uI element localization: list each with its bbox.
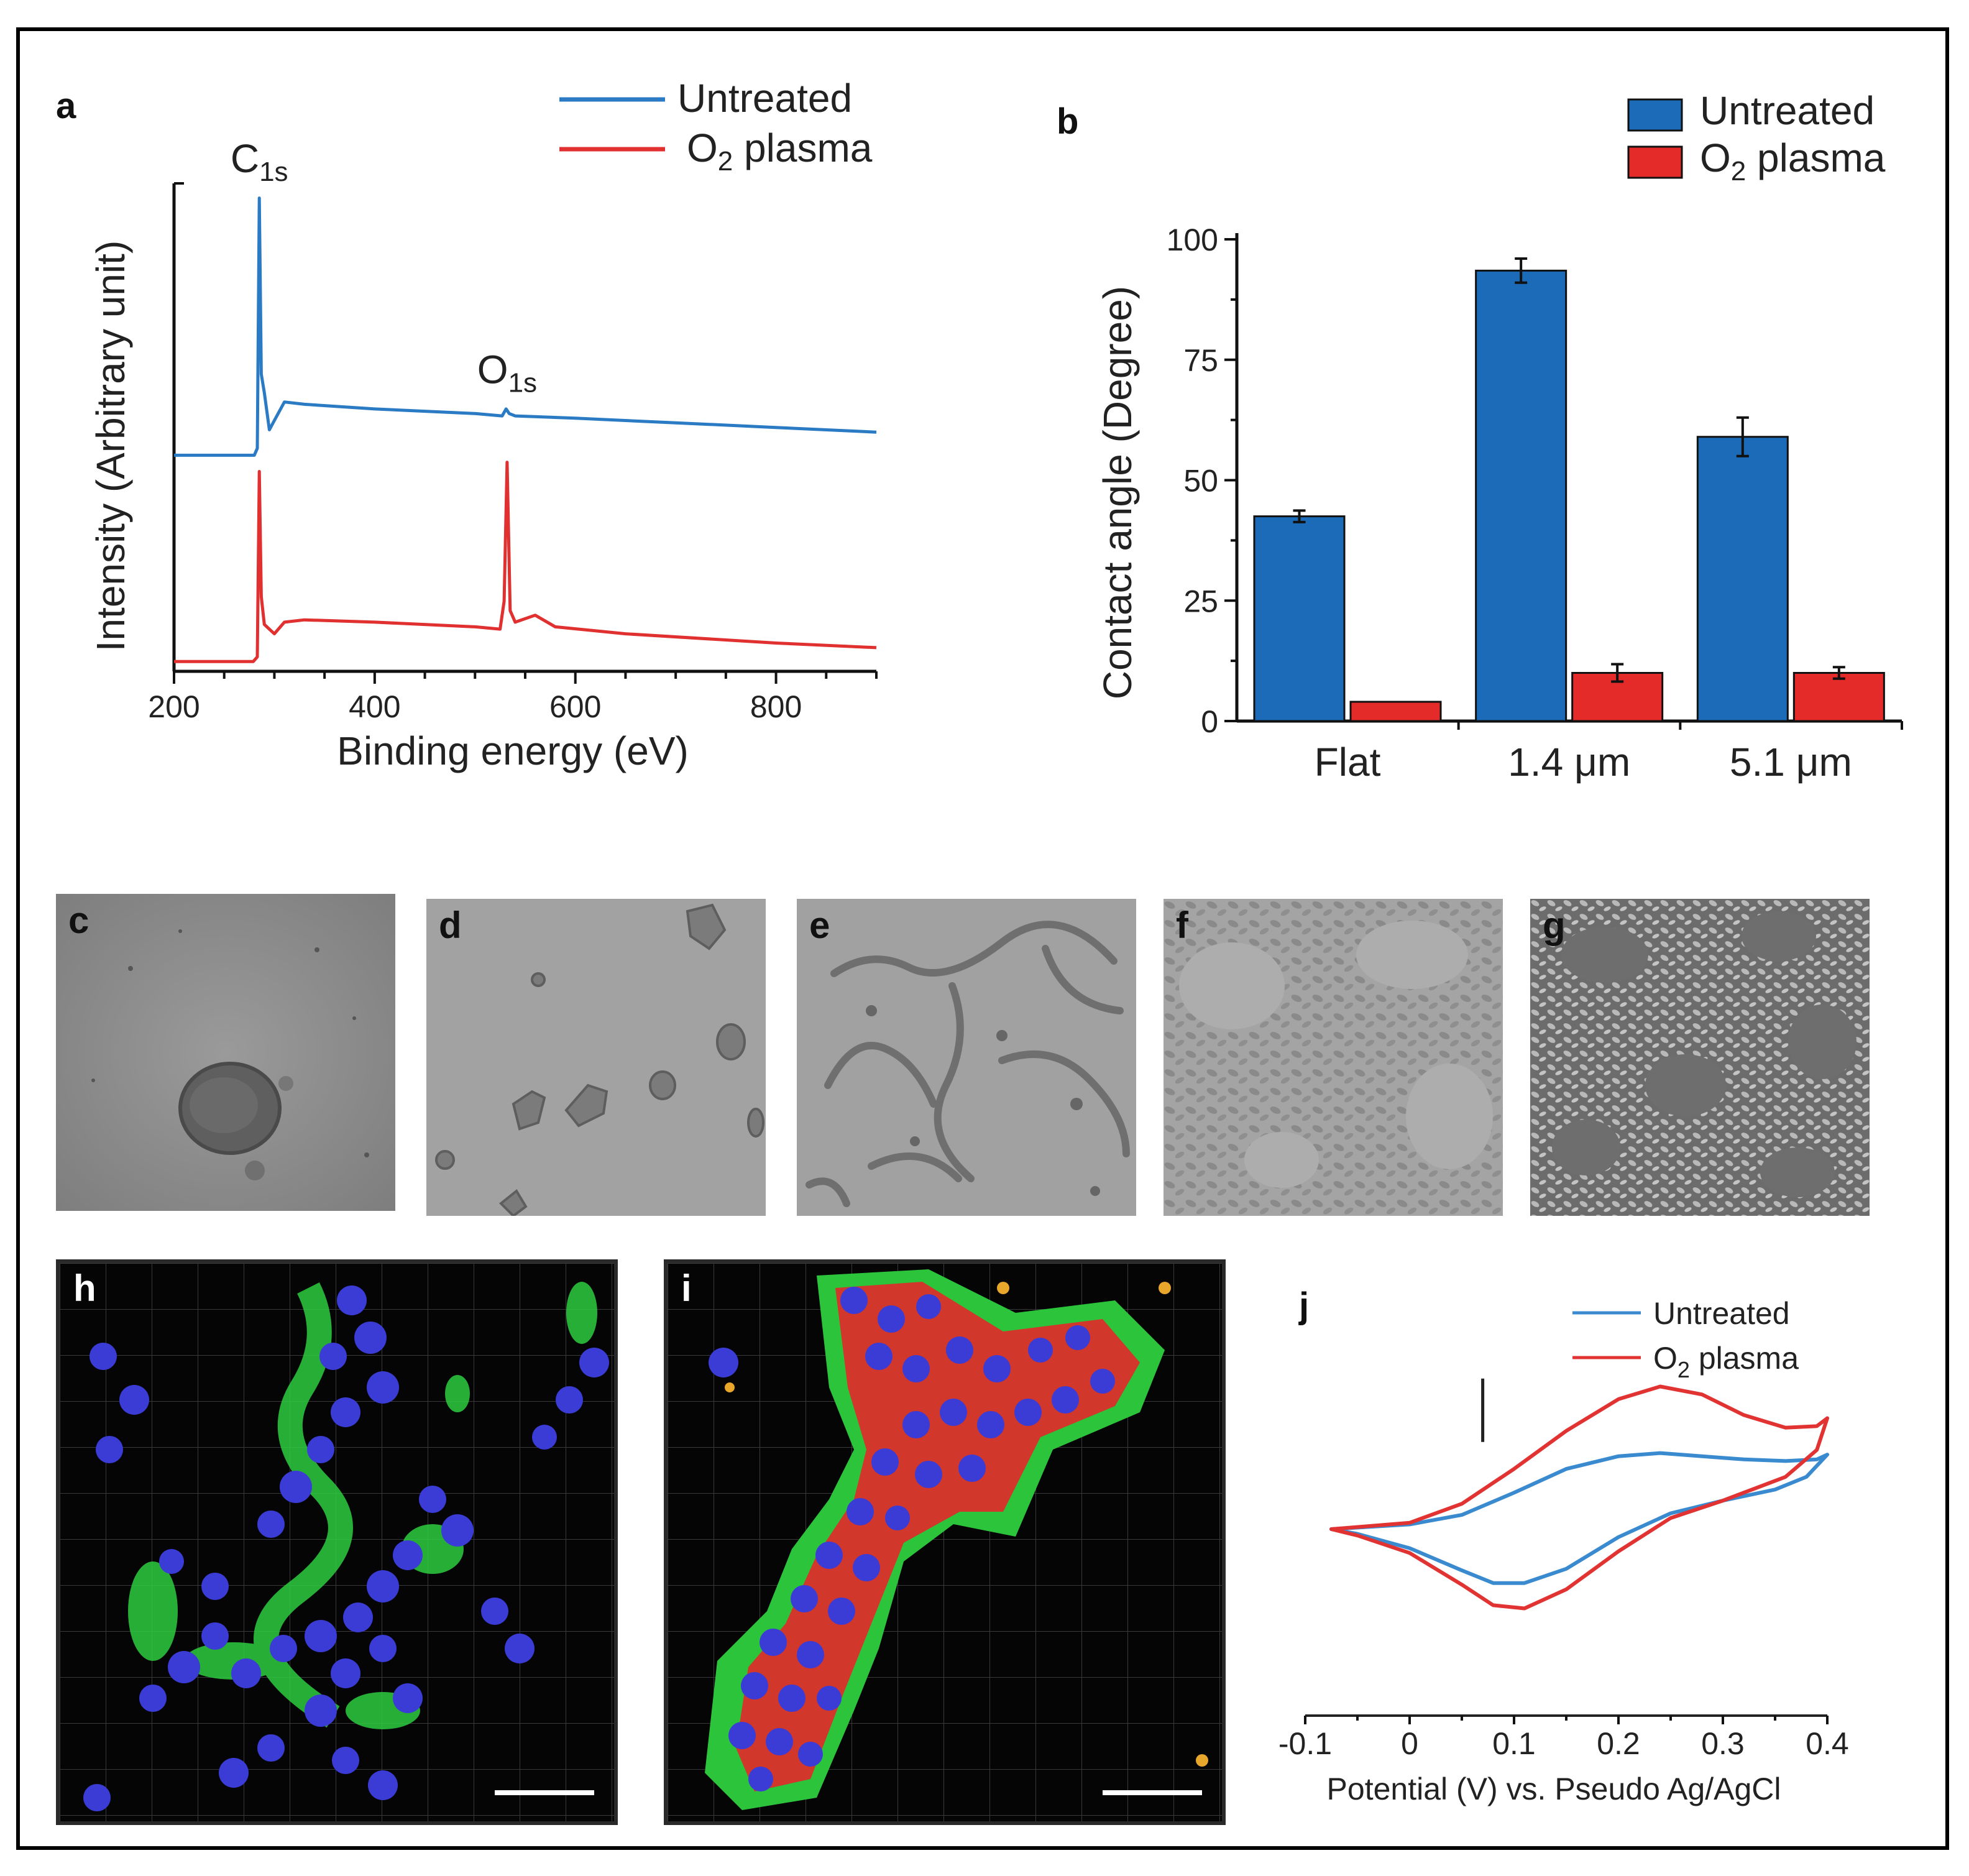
y-tick-label: 0 bbox=[1201, 704, 1218, 739]
x-tick-label: 0.4 bbox=[1806, 1726, 1849, 1761]
bar-untreated bbox=[1253, 515, 1346, 722]
panel-label-i: i bbox=[681, 1267, 692, 1309]
legend-label: Untreated bbox=[677, 76, 852, 121]
x-tick-label: 600 bbox=[549, 689, 601, 724]
micrograph-d: d bbox=[426, 899, 766, 1216]
panel-label-b: b bbox=[1057, 101, 1078, 142]
fluorescence-h-image bbox=[60, 1263, 614, 1821]
y-axis-label: Intensity (Arbitrary unit) bbox=[88, 241, 133, 652]
panel-label-d: d bbox=[439, 904, 462, 946]
panel-label-e: e bbox=[809, 904, 830, 946]
legend-swatch bbox=[1627, 98, 1683, 132]
panel-label-c: c bbox=[68, 899, 90, 941]
x-axis-label: Binding energy (eV) bbox=[337, 729, 689, 773]
panel-label-a: a bbox=[56, 86, 76, 126]
x-tick-label: 0 bbox=[1401, 1726, 1418, 1761]
micrograph-d-image bbox=[426, 899, 766, 1216]
x-tick-label: 0.3 bbox=[1701, 1726, 1745, 1761]
y-axis-label: Contact angle (Degree) bbox=[1095, 286, 1140, 699]
micrograph-c-image bbox=[56, 894, 395, 1211]
chart-b: b 0 25 50 75 100 Contact angle (Degree) Flat 1.… bbox=[1057, 88, 1903, 784]
x-tick-label: 400 bbox=[349, 689, 400, 724]
bar-o2-plasma bbox=[1349, 701, 1442, 722]
x-tick-label: 0.2 bbox=[1597, 1726, 1640, 1761]
x-axis-label: Potential (V) vs. Pseudo Ag/AgCl bbox=[1327, 1772, 1781, 1806]
y-tick-label: 100 bbox=[1167, 223, 1218, 257]
x-tick-label: -0.1 bbox=[1278, 1726, 1332, 1761]
y-tick-label: 75 bbox=[1183, 343, 1218, 378]
legend-label: O2 plasma bbox=[687, 126, 873, 177]
y-tick-label: 50 bbox=[1183, 464, 1218, 499]
bar-untreated bbox=[1696, 436, 1789, 722]
x-tick-label: 0.1 bbox=[1492, 1726, 1536, 1761]
micrograph-g-image bbox=[1530, 899, 1870, 1216]
x-tick-label: Flat bbox=[1315, 740, 1381, 784]
micrograph-e-image bbox=[797, 899, 1136, 1216]
chart-a: a 200 400 600 800 Binding energy (eV) Intensi… bbox=[56, 76, 878, 773]
panel-label-h: h bbox=[73, 1267, 96, 1309]
cv-curve-untreated bbox=[1329, 1451, 1829, 1585]
micrograph-g: g bbox=[1530, 899, 1870, 1216]
y-tick-label: 25 bbox=[1183, 584, 1218, 618]
legend-label: O2 plasma bbox=[1700, 136, 1886, 186]
series-line-o2-plasma bbox=[174, 461, 877, 663]
fluorescence-i: i bbox=[664, 1259, 1226, 1825]
legend-swatch bbox=[1627, 145, 1683, 179]
cv-curve-o2-plasma bbox=[1329, 1384, 1829, 1611]
legend-label: O2 plasma bbox=[1653, 1341, 1799, 1382]
legend-label: Untreated bbox=[1653, 1296, 1790, 1331]
micrograph-e: e bbox=[797, 899, 1136, 1216]
panel-label-j: j bbox=[1298, 1285, 1309, 1326]
micrograph-f: f bbox=[1164, 899, 1503, 1216]
figure-frame bbox=[16, 27, 1949, 1850]
fluorescence-h: h bbox=[56, 1259, 618, 1825]
panel-label-g: g bbox=[1543, 904, 1566, 946]
panel-label-f: f bbox=[1176, 904, 1188, 946]
x-tick-label: 5.1 μm bbox=[1730, 740, 1852, 784]
x-tick-label: 200 bbox=[148, 689, 200, 724]
series-line-untreated bbox=[174, 196, 877, 457]
micrograph-c: c bbox=[56, 894, 395, 1211]
x-tick-label: 800 bbox=[750, 689, 802, 724]
bar-untreated bbox=[1475, 269, 1567, 722]
peak-label-o1s: O1s bbox=[477, 347, 537, 398]
bar-o2-plasma bbox=[1792, 672, 1885, 722]
x-tick-label: 1.4 μm bbox=[1508, 740, 1630, 784]
peak-label-c1s: C1s bbox=[231, 136, 288, 187]
legend-label: Untreated bbox=[1700, 88, 1875, 133]
chart-j: j -0.1 0 0.1 0.2 0.3 0.4 Potential (V) vs. Pse… bbox=[1278, 1285, 1849, 1806]
micrograph-f-image bbox=[1164, 899, 1503, 1216]
fluorescence-i-image bbox=[668, 1263, 1222, 1821]
